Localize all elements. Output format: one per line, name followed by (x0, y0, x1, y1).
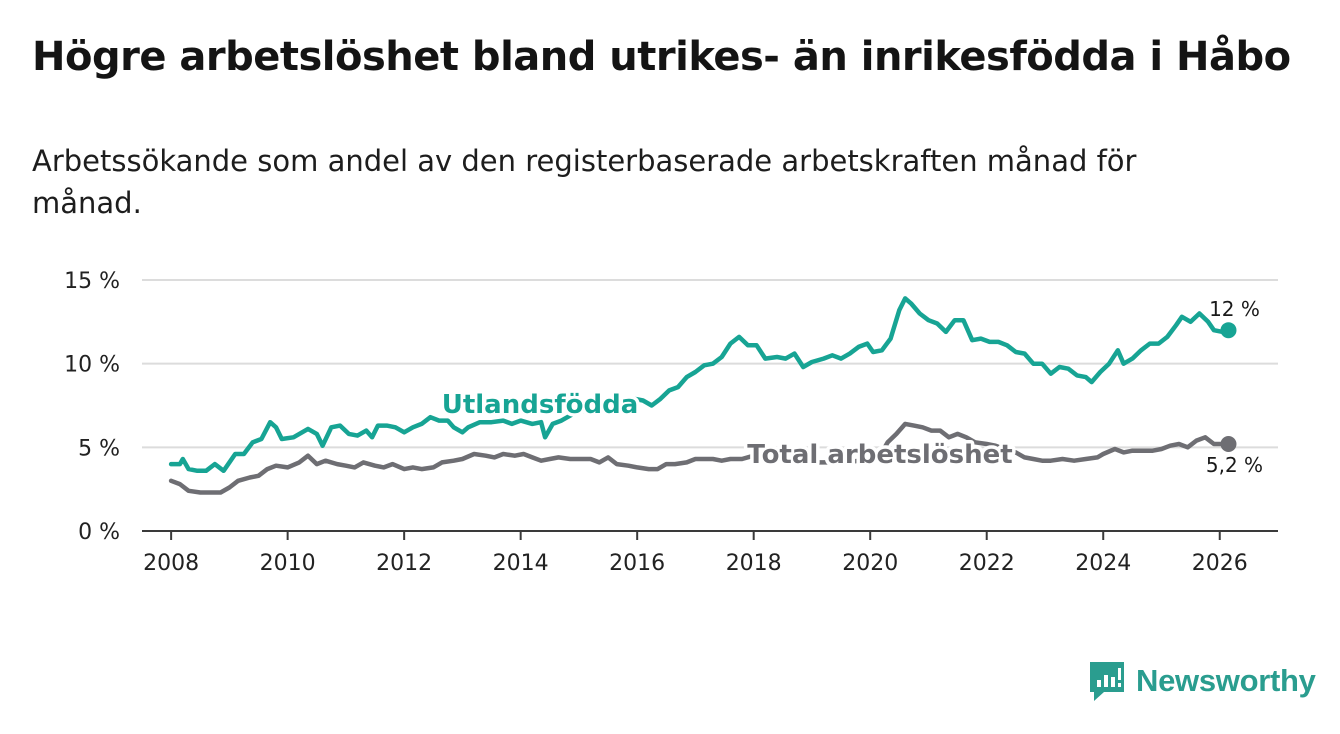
x-tick-label: 2018 (726, 551, 782, 576)
chart-subtitle: Arbetssökande som andel av den registerb… (32, 144, 1137, 220)
newsworthy-logo: Newsworthy (1088, 660, 1316, 702)
x-tick-label: 2014 (493, 551, 549, 576)
newsworthy-logo-icon (1090, 662, 1124, 701)
x-tick-label: 2020 (842, 551, 898, 576)
series-label-total-arbetsloshet: Total arbetslöshet (747, 440, 1012, 470)
chart-title: Högre arbetslöshet bland utrikes- än inr… (32, 34, 1291, 80)
series-line-total-arbetsloshet (168, 421, 1231, 495)
series-line-utlandsfodda (168, 296, 1231, 474)
y-tick-label: 5 % (78, 436, 120, 461)
series-label-utlandsfodda: Utlandsfödda (442, 390, 639, 420)
end-point-utlandsfodda (1220, 322, 1237, 339)
end-point-total-arbetsloshet (1220, 435, 1237, 452)
y-tick-label: 0 % (78, 520, 120, 545)
x-tick-label: 2012 (376, 551, 432, 576)
x-tick-label: 2010 (260, 551, 316, 576)
end-label-total-arbetsloshet: 5,2 % (1206, 453, 1263, 477)
x-tick-label: 2024 (1075, 551, 1131, 576)
y-tick-label: 10 % (64, 353, 120, 378)
brand-name: Newsworthy (1136, 663, 1316, 698)
end-label-utlandsfodda: 12 % (1209, 297, 1260, 321)
x-tick-label: 2008 (143, 551, 199, 576)
y-tick-label: 15 % (64, 269, 120, 294)
x-tick-label: 2022 (959, 551, 1015, 576)
x-tick-label: 2026 (1192, 551, 1248, 576)
x-tick-label: 2016 (609, 551, 665, 576)
